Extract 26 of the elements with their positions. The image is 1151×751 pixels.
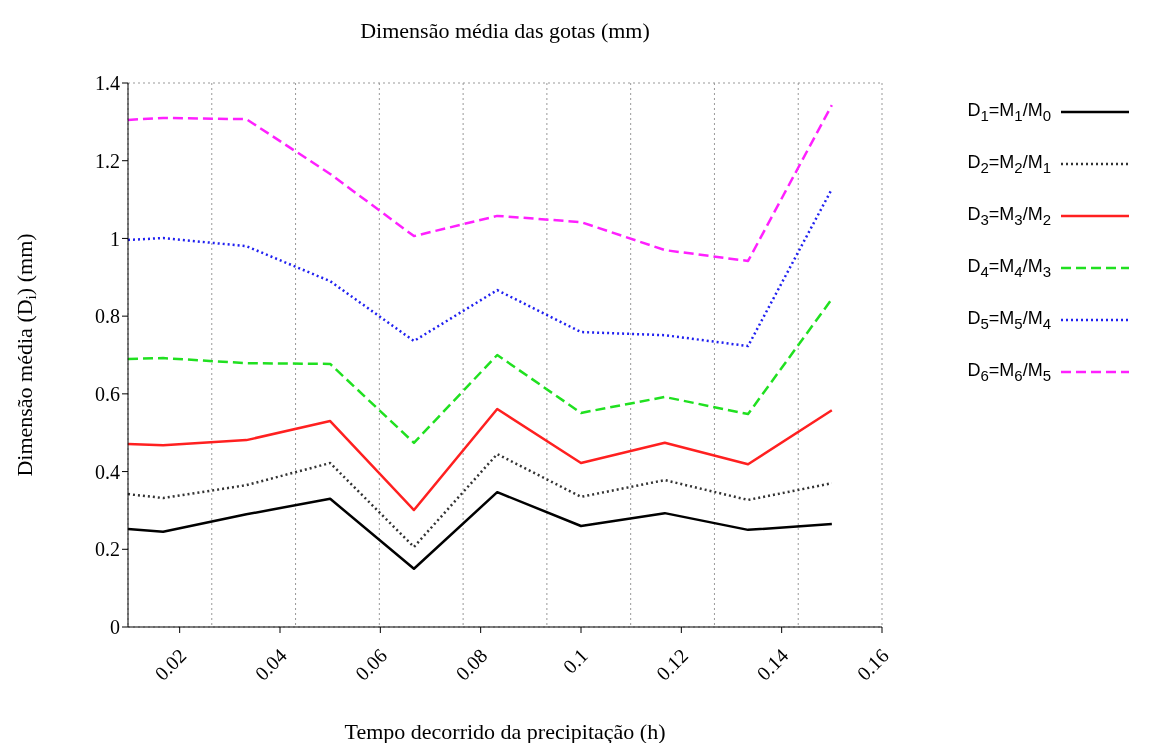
x-tick-label: 0.16 (852, 644, 893, 685)
x-axis-title: Tempo decorrido da precipitação (h) (344, 719, 666, 744)
y-tick-label: 1.4 (95, 72, 120, 95)
y-tick-label: 0.4 (95, 460, 120, 483)
y-tick-label: 0.6 (95, 382, 120, 405)
x-tick-label: 0.14 (752, 644, 793, 685)
y-tick-label: 1 (110, 227, 120, 250)
legend-label: D$_{6}$=M$_{6}$/M$_{5}$ (966, 360, 1051, 384)
y-tick-label: 0.2 (95, 538, 120, 561)
x-tick-label: 0.06 (350, 644, 392, 685)
legend-label: D$_{2}$=M$_{2}$/M$_{1}$ (966, 152, 1051, 176)
legend-label: D$_{5}$=M$_{5}$/M$_{4}$ (966, 308, 1051, 332)
legend-label: D$_{4}$=M$_{4}$/M$_{3}$ (966, 256, 1051, 280)
x-tick-label: 0.02 (150, 644, 191, 685)
chart-title: Dimensão média das gotas (mm) (360, 18, 650, 43)
x-tick-label: 0.1 (558, 644, 592, 678)
line-series (128, 103, 834, 263)
line-series (128, 407, 834, 512)
x-tick-label: 0.08 (451, 644, 492, 685)
x-tick-label: 0.04 (250, 644, 291, 685)
x-tick-label: 0.12 (651, 644, 693, 685)
legend-label: D$_{3}$=M$_{3}$/M$_{2}$ (966, 204, 1051, 228)
y-tick-label: 0 (110, 616, 120, 639)
y-tick-label: 1.2 (95, 149, 120, 172)
legend-label: D$_{1}$=M$_{1}$/M$_{0}$ (966, 100, 1051, 124)
y-tick-label: 0.8 (95, 305, 120, 328)
